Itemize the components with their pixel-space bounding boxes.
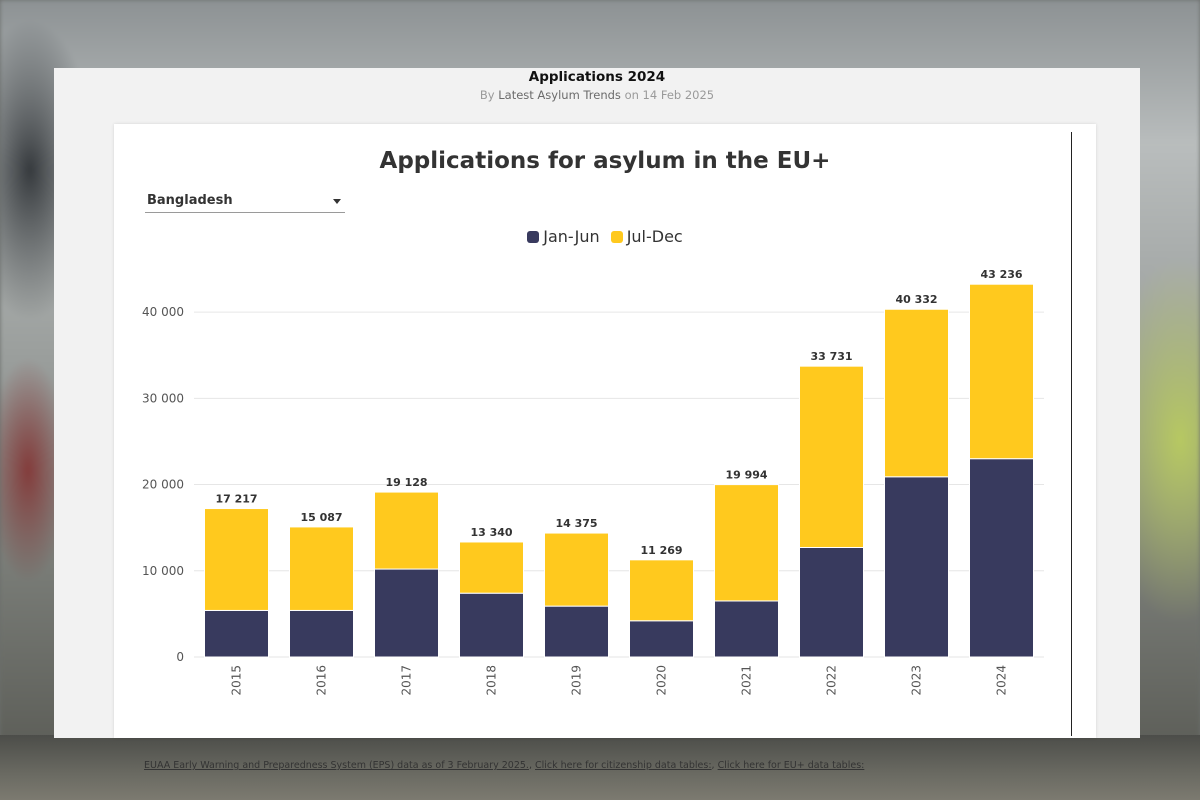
byline-date: on 14 Feb 2025: [624, 88, 715, 102]
bar-total-label: 33 731: [810, 350, 852, 363]
chart-card: Applications for asylum in the EU+ Bangl…: [114, 124, 1096, 771]
page-byline: By Latest Asylum Trends on 14 Feb 2025: [54, 88, 1140, 102]
bar-chart-plot: 0 10 000 20 000 30 000 40 000 17 217 2015 15 08…: [142, 268, 1044, 696]
bar-total-label: 43 236: [980, 268, 1022, 281]
country-select-value: Bangladesh: [147, 193, 233, 208]
legend-label-jan-jun: Jan-Jun: [543, 227, 600, 246]
bar-jan-jun-2018: [459, 592, 524, 658]
photo-backdrop-bottom: [0, 735, 1200, 800]
legend-label-jul-dec: Jul-Dec: [626, 227, 683, 246]
legend-item-jan-jun[interactable]: Jan-Jun: [527, 227, 600, 246]
bar-jan-jun-2024: [969, 458, 1034, 658]
bar-total-label: 40 332: [895, 293, 937, 306]
bar-total-label: 15 087: [300, 511, 342, 524]
bar-jul-dec-2022: [799, 365, 864, 548]
x-tick-label: 2023: [910, 665, 924, 696]
bar-total-label: 19 994: [725, 469, 767, 482]
x-tick-label: 2015: [230, 665, 244, 696]
bar-jul-dec-2015: [204, 508, 269, 611]
x-tick-label: 2020: [655, 665, 669, 696]
x-tick-label: 2021: [740, 665, 754, 696]
bar-jan-jun-2015: [204, 609, 269, 658]
x-tick-label: 2017: [400, 665, 414, 696]
bar-jul-dec-2018: [459, 541, 524, 594]
eu-tables-link[interactable]: Click here for EU+ data tables:: [717, 760, 865, 771]
x-tick-label: 2016: [315, 665, 329, 696]
bar-jul-dec-2024: [969, 283, 1034, 460]
bar-total-label: 17 217: [215, 493, 257, 506]
x-tick-label: 2024: [995, 665, 1009, 696]
card-edge-line: [1071, 132, 1072, 736]
bar-jan-jun-2023: [884, 476, 949, 658]
bar-jan-jun-2020: [629, 620, 694, 658]
x-tick-label: 2022: [825, 665, 839, 696]
bar-jul-dec-2023: [884, 308, 949, 478]
data-sources: EUAA Early Warning and Preparedness Syst…: [144, 760, 864, 771]
bar-jan-jun-2021: [714, 600, 779, 658]
bar-jan-jun-2022: [799, 546, 864, 658]
byline-prefix: By: [479, 88, 495, 102]
bar-jul-dec-2017: [374, 491, 439, 570]
sources-separator: ,: [528, 760, 532, 771]
bar-jan-jun-2016: [289, 609, 354, 658]
y-tick-label: 30 000: [142, 391, 184, 405]
x-tick-label: 2019: [570, 665, 584, 696]
bar-total-label: 14 375: [555, 517, 597, 530]
country-select[interactable]: Bangladesh: [145, 190, 345, 213]
legend-swatch-jan-jun: [527, 231, 540, 243]
bar-total-label: 19 128: [385, 476, 427, 489]
legend-swatch-jul-dec: [610, 231, 623, 243]
page-title: Applications 2024: [528, 69, 666, 85]
sources-separator: ,: [711, 760, 715, 771]
bar-jul-dec-2019: [544, 532, 609, 607]
bar-total-label: 11 269: [640, 544, 682, 557]
y-tick-label: 40 000: [142, 305, 184, 319]
bar-total-label: 13 340: [470, 526, 512, 539]
chart-legend: Jan-Jun Jul-Dec: [114, 227, 1096, 246]
citizenship-tables-link[interactable]: Click here for citizenship data tables:: [535, 760, 712, 771]
bar-jul-dec-2016: [289, 526, 354, 611]
byline-author[interactable]: Latest Asylum Trends: [498, 88, 621, 102]
x-tick-label: 2018: [485, 665, 499, 696]
bar-jan-jun-2017: [374, 568, 439, 658]
legend-item-jul-dec[interactable]: Jul-Dec: [610, 227, 683, 246]
bar-jul-dec-2021: [714, 484, 779, 602]
bar-jul-dec-2020: [629, 559, 694, 622]
article-page: Applications 2024 By Latest Asylum Trend…: [54, 68, 1140, 771]
bar-jan-jun-2019: [544, 605, 609, 658]
y-tick-label: 20 000: [142, 478, 184, 492]
y-tick-label: 0: [176, 650, 184, 664]
y-tick-label: 10 000: [142, 564, 184, 578]
caret-down-icon: [333, 199, 341, 204]
eps-data-link[interactable]: EUAA Early Warning and Preparedness Syst…: [144, 760, 529, 771]
chart-title: Applications for asylum in the EU+: [379, 148, 831, 174]
